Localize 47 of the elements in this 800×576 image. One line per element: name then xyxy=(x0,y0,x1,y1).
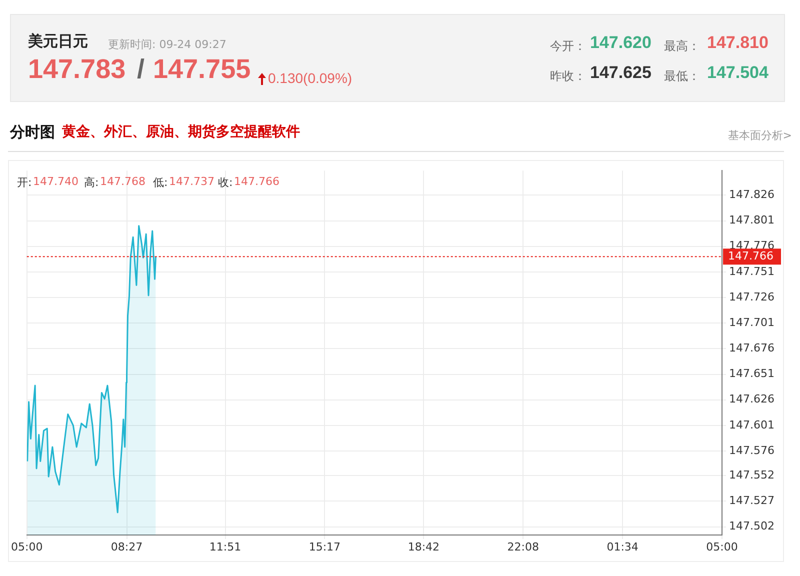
text: 更新时间: 09-24 09:27 xyxy=(108,37,226,52)
y-tick-label: 147.601 xyxy=(729,418,774,432)
text: 147.625 xyxy=(590,63,652,83)
text: 基本面分析> xyxy=(728,128,792,143)
text: / xyxy=(137,54,145,85)
annotation: 147.766 xyxy=(234,175,280,188)
text: 147.620 xyxy=(590,33,652,53)
text: 0.130(0.09%) xyxy=(268,70,352,86)
y-tick-label: 147.502 xyxy=(729,520,774,533)
text: 147.810 xyxy=(707,33,768,53)
y-tick-label: 147.626 xyxy=(729,392,774,406)
x-tick-label: 08:27 xyxy=(110,540,143,554)
annotation: 147.740 xyxy=(33,175,78,188)
ref-line-label: 147.766 xyxy=(728,249,774,262)
x-tick-label: 18:42 xyxy=(408,540,440,554)
text: 147.783 xyxy=(28,54,126,85)
annotation: 开: xyxy=(17,175,32,190)
annotation: 高: xyxy=(84,175,99,190)
text: 今开： xyxy=(550,38,586,55)
y-tick-label: 147.751 xyxy=(729,264,774,278)
x-tick-label: 05:00 xyxy=(706,540,738,554)
x-tick-label: 22:08 xyxy=(507,540,539,554)
y-tick-label: 147.552 xyxy=(729,468,774,482)
annotation: 低: xyxy=(153,175,168,190)
x-tick-label: 01:34 xyxy=(606,540,638,554)
y-tick-label: 147.527 xyxy=(729,494,774,508)
text: 147.755 xyxy=(153,54,251,85)
x-tick-label: 05:00 xyxy=(11,540,43,554)
y-tick-label: 147.826 xyxy=(729,188,774,202)
y-tick-label: 147.801 xyxy=(729,214,774,227)
text: 147.504 xyxy=(707,63,768,83)
y-tick-label: 147.651 xyxy=(729,367,774,380)
text: 黄金、外汇、原油、期货多空提醒软件 xyxy=(62,123,300,141)
chart-title: 美元日元 xyxy=(28,32,88,51)
annotation: 147.737 xyxy=(169,175,214,188)
x-tick-label: 15:17 xyxy=(308,540,341,554)
y-tick-label: 147.676 xyxy=(729,342,774,355)
y-tick-label: 147.576 xyxy=(729,444,774,457)
annotation: 收: xyxy=(218,175,233,190)
text: 最低： xyxy=(664,68,700,85)
x-tick-label: 11:51 xyxy=(209,540,242,554)
text: 最高： xyxy=(664,38,700,55)
chart-subtitle: 分时图 xyxy=(10,123,55,142)
annotation: 147.768 xyxy=(100,175,146,188)
y-tick-label: 147.726 xyxy=(729,290,774,304)
text: 昨收： xyxy=(550,68,586,85)
y-tick-label: 147.701 xyxy=(729,316,774,329)
